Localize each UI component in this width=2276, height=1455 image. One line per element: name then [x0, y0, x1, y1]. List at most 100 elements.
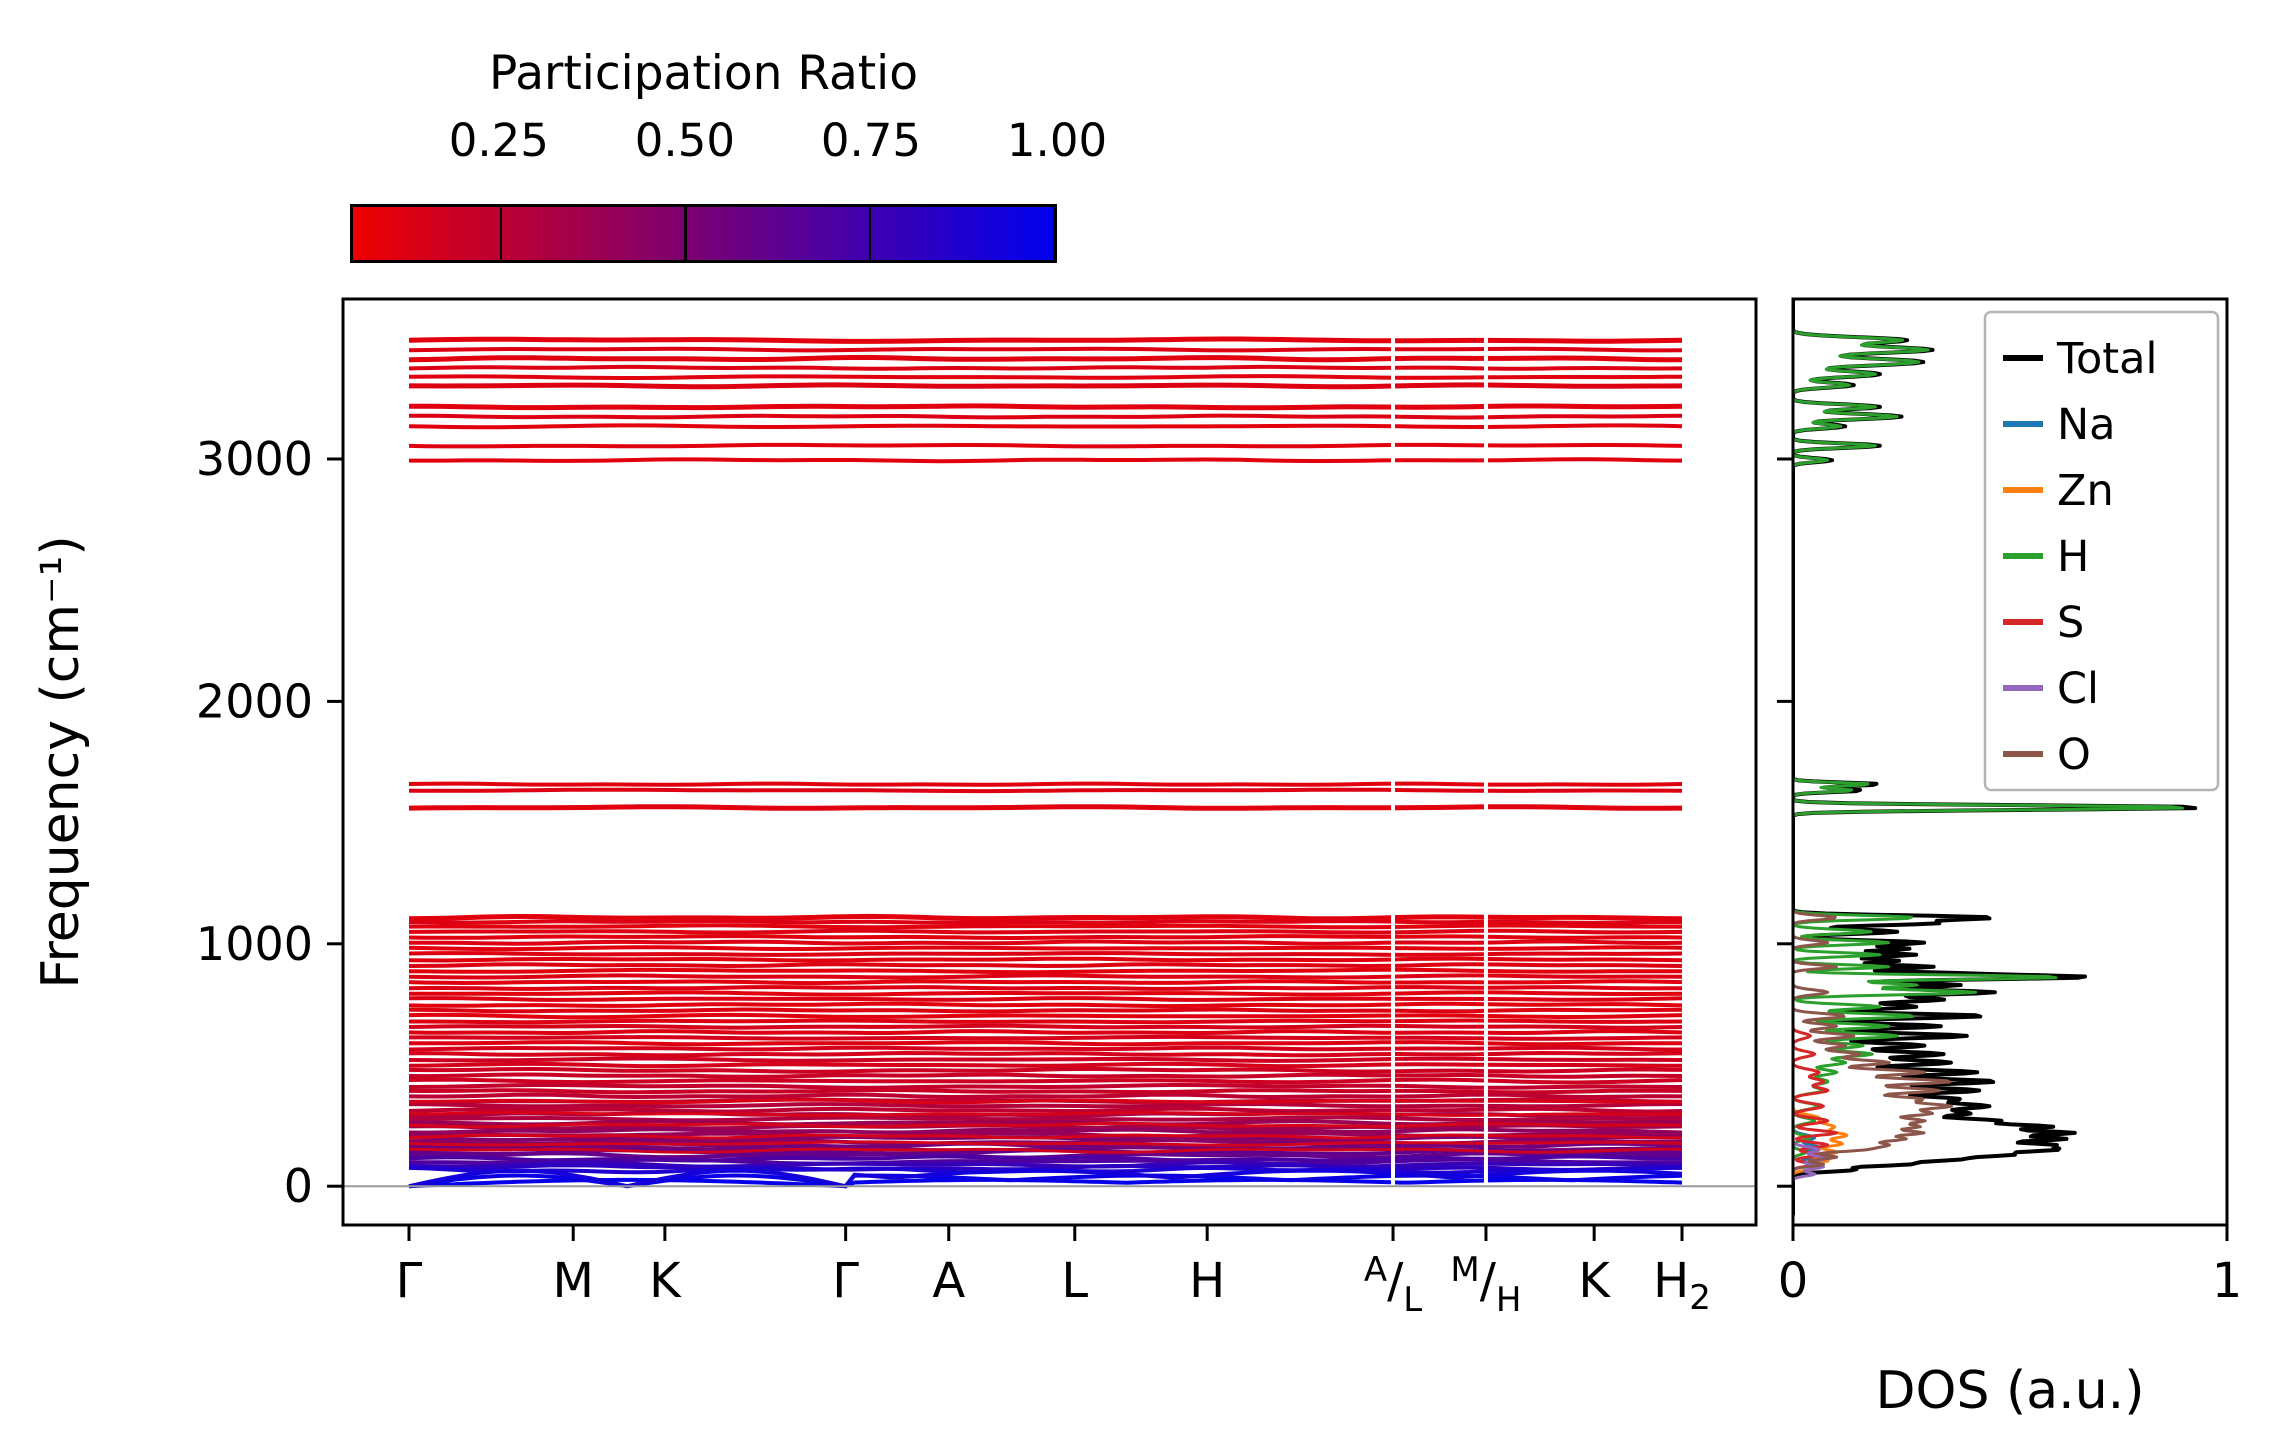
colorbar-title: Participation Ratio [488, 46, 918, 101]
phonon-band [408, 923, 1682, 930]
phonon-band [408, 985, 1683, 991]
legend-label-Total: Total [2056, 334, 2157, 384]
phonon-band [408, 919, 1682, 925]
phonon-band [408, 442, 1683, 449]
phonon-band [408, 1077, 1683, 1085]
phonon-band [408, 423, 1683, 430]
phonon-band [408, 1045, 1682, 1052]
x-tick-label: H [1189, 1253, 1225, 1309]
phonon-band [408, 1087, 1683, 1095]
y-tick-label: 2000 [196, 674, 313, 728]
dos-panel: 0 1 Total Na Zn HS Cl O [1777, 297, 2243, 1309]
phonon-band [408, 1110, 1683, 1117]
legend-label-Na: Na [2057, 400, 2116, 450]
phonon-band [408, 346, 1683, 353]
y-tick-label: 3000 [196, 432, 313, 486]
colorbar-gradient-bar [350, 204, 1057, 263]
phonon-band [409, 382, 1683, 390]
phonon-band [408, 804, 1683, 811]
phonon-band [409, 403, 1683, 411]
dos-curve-O [1793, 299, 1954, 1216]
phonon-band [408, 1106, 1683, 1114]
x-tick-label: H2 [1653, 1253, 1711, 1318]
phonon-band [408, 1160, 1683, 1169]
dos-x-axis-label: DOS (a.u.) [1876, 1361, 2145, 1421]
phonon-band [408, 996, 1683, 1002]
phonon-band [408, 945, 1683, 952]
x-tick-label: A [932, 1253, 965, 1309]
phonon-band [408, 913, 1683, 922]
colorbar-tick-label: 0.50 [634, 114, 735, 167]
phonon-band [408, 781, 1683, 787]
phonon-band [408, 1056, 1683, 1063]
phonon-band [408, 973, 1683, 980]
phonon-band [408, 1072, 1683, 1079]
phonon-band [408, 1127, 1683, 1135]
legend-label-O: O [2057, 730, 2091, 780]
x-tick-label: Γ [832, 1253, 859, 1309]
phonon-band [409, 1115, 1682, 1123]
phonon-band [408, 1061, 1682, 1069]
colorbar-tick-label: 0.25 [448, 114, 549, 167]
phonon-band [408, 1066, 1683, 1074]
phonon-band [408, 979, 1683, 986]
phonon-band [408, 1007, 1683, 1014]
phonon-band [409, 413, 1683, 420]
phonon-band [408, 1023, 1683, 1030]
colorbar-tick-labels: 0.25 0.50 0.75 1.00 [350, 114, 1107, 170]
dos-curve-S [1793, 299, 1838, 1216]
phonon-band [409, 457, 1683, 464]
y-tick-label: 1000 [196, 917, 313, 971]
x-tick-label: K [649, 1253, 682, 1309]
phonon-band [409, 990, 1683, 997]
colorbar-tick-label: 1.00 [1006, 114, 1108, 167]
phonon-band [409, 1034, 1683, 1041]
phonon-band [408, 934, 1683, 941]
dos-x-tick-label: 1 [2212, 1253, 2243, 1309]
phonon-band [408, 374, 1683, 380]
phonon-band [408, 1123, 1683, 1131]
y-axis-label: Frequency (cm⁻¹) [31, 535, 91, 988]
x-tick-label: M/H [1450, 1250, 1521, 1320]
phonon-band [408, 1102, 1682, 1109]
acoustic-band [408, 1168, 1683, 1189]
legend-label-S: S [2057, 598, 2084, 648]
colorbar-tick-label: 0.75 [820, 114, 922, 167]
phonon-band [408, 1121, 1683, 1129]
dos-curve-H [1793, 299, 2184, 1216]
x-tick-label: L [1061, 1253, 1088, 1309]
phonon-band [408, 1083, 1683, 1090]
phonon-band [408, 336, 1683, 344]
phonon-band [408, 939, 1683, 946]
phonon-band [408, 1157, 1683, 1166]
x-tick-label: M [553, 1253, 594, 1309]
phonon-band [408, 354, 1682, 363]
x-tick-label: A/L [1364, 1250, 1422, 1320]
phonon-band [408, 1029, 1683, 1035]
phonon-band [408, 1001, 1683, 1009]
phonon-band [409, 1018, 1683, 1025]
phonon-band [408, 962, 1683, 969]
legend-label-Zn: Zn [2057, 466, 2114, 516]
x-tick-label: K [1578, 1253, 1611, 1309]
phonon-band [408, 1040, 1682, 1047]
colorbar-tick-mark [868, 207, 872, 260]
legend-label-Cl: Cl [2057, 664, 2099, 714]
phonon-band [408, 1012, 1683, 1020]
dos-panel-frame [1791, 297, 2229, 1227]
dos-x-tick-label: 0 [1778, 1253, 1809, 1309]
phonon-band [408, 1098, 1683, 1105]
phonon-band [408, 787, 1683, 794]
colorbar-tick-mark [684, 207, 687, 260]
phonon-band [408, 1133, 1683, 1140]
phonon-band [408, 1092, 1683, 1100]
phonon-band [409, 1050, 1683, 1058]
legend-box [1983, 310, 2220, 792]
band-panel-frame [341, 297, 1758, 1227]
phonon-band [408, 364, 1683, 371]
phonon-band [408, 1140, 1683, 1147]
legend-label-H: H [2057, 532, 2089, 582]
phonon-band [408, 967, 1683, 975]
